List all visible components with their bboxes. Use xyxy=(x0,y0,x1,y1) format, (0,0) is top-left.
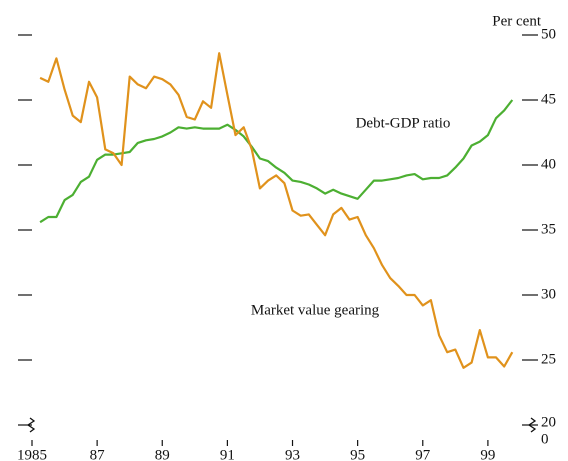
y-tick-label: 50 xyxy=(541,26,556,42)
x-tick-label: 91 xyxy=(220,447,235,461)
x-tick-label: 1985 xyxy=(17,447,47,461)
y-tick-label: 40 xyxy=(541,156,556,172)
y-tick-label: 20 xyxy=(541,414,556,430)
x-tick-label: 87 xyxy=(90,447,106,461)
x-tick-label: 99 xyxy=(480,447,495,461)
data-line xyxy=(39,99,514,224)
annotation: Market value gearing xyxy=(251,302,380,318)
y-tick-label: 25 xyxy=(541,351,556,367)
y-axis-label: Per cent xyxy=(492,13,542,29)
x-tick-label: 95 xyxy=(350,447,365,461)
data-line xyxy=(39,52,514,369)
y-tick-label: 45 xyxy=(541,91,556,107)
annotation: Debt-GDP ratio xyxy=(356,115,451,131)
x-tick-label: 93 xyxy=(285,447,300,461)
y-tick-label: 35 xyxy=(541,221,556,237)
x-tick-label: 89 xyxy=(155,447,170,461)
y-tick-label: 30 xyxy=(541,286,556,302)
x-tick-label: 97 xyxy=(415,447,431,461)
axis-break-label: 0 xyxy=(541,431,549,447)
